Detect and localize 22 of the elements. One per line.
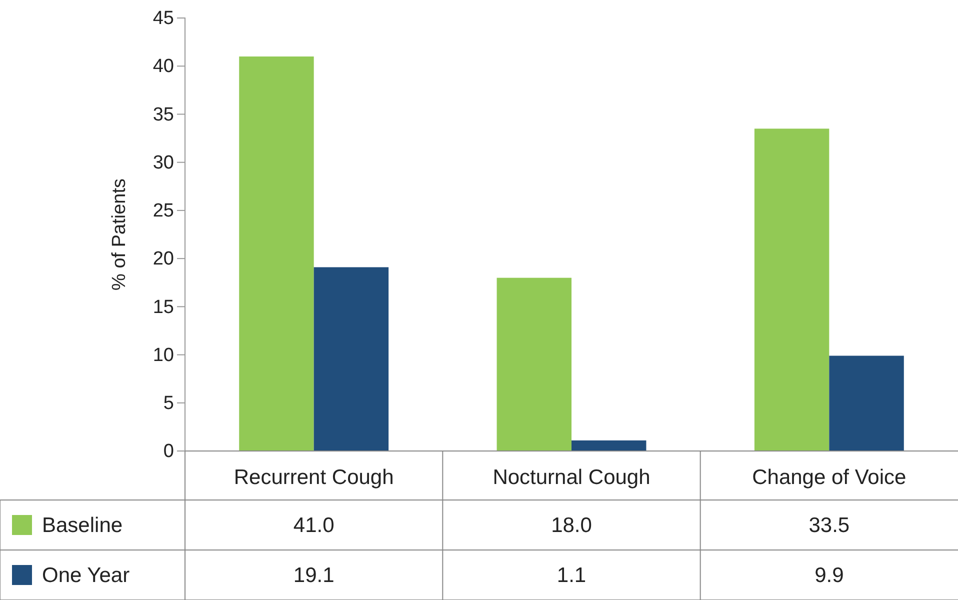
x-tick-label: Change of Voice xyxy=(752,466,906,489)
y-tick-label: 25 xyxy=(152,200,174,222)
x-tick-label: Recurrent Cough xyxy=(234,466,394,489)
y-tick-label: 30 xyxy=(152,152,174,174)
y-tick-label: 20 xyxy=(152,248,174,270)
legend-label: One Year xyxy=(42,564,130,587)
y-axis-title: % of Patients xyxy=(109,178,130,290)
y-tick-label: 10 xyxy=(152,344,174,366)
data-label: 18.0 xyxy=(551,514,592,537)
data-label: 9.9 xyxy=(814,564,844,587)
y-tick-label: 15 xyxy=(152,296,174,318)
data-label: 33.5 xyxy=(808,514,850,537)
y-tick-label: 0 xyxy=(163,441,174,462)
data-label: 19.1 xyxy=(293,564,334,587)
data-label: 41.0 xyxy=(293,514,334,537)
y-tick-label: 5 xyxy=(163,392,174,414)
data-label: 1.1 xyxy=(556,564,586,587)
y-tick-label: 45 xyxy=(152,8,174,30)
y-tick-label: 35 xyxy=(152,104,174,126)
legend-label: Baseline xyxy=(42,514,123,537)
y-tick-label: 40 xyxy=(152,56,174,78)
x-tick-label: Nocturnal Cough xyxy=(492,466,650,489)
